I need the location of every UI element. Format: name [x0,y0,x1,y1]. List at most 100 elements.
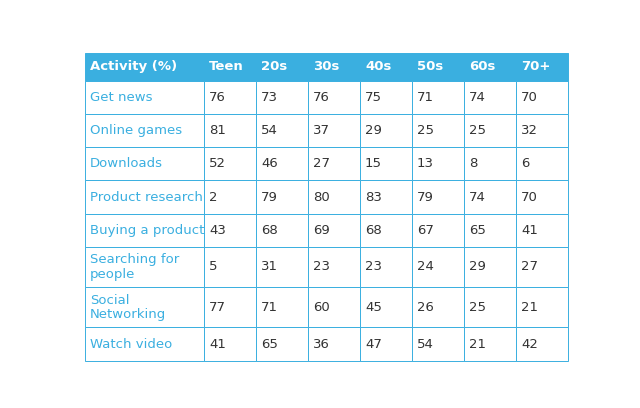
Bar [412,81,464,114]
Bar [360,147,412,180]
Bar [85,180,204,213]
Text: 21: 21 [521,301,538,314]
Text: 32: 32 [521,124,538,137]
Bar [464,180,516,213]
Bar [204,247,256,287]
Text: 5: 5 [209,260,218,273]
Bar [256,328,308,361]
Text: 73: 73 [261,91,278,104]
Bar [412,53,464,81]
Bar [308,247,360,287]
Text: 83: 83 [365,191,382,204]
Bar [516,147,568,180]
Text: 77: 77 [209,301,226,314]
Text: 15: 15 [365,157,382,171]
Text: 54: 54 [417,337,434,350]
Bar [308,213,360,247]
Text: 76: 76 [313,91,330,104]
Bar [308,328,360,361]
Bar [85,247,204,287]
Bar [204,328,256,361]
Bar [360,53,412,81]
Bar [464,287,516,328]
Bar [256,81,308,114]
Text: Downloads: Downloads [90,157,163,171]
Bar [204,114,256,147]
Bar [204,81,256,114]
Text: 67: 67 [417,224,434,237]
Text: Teen: Teen [209,60,244,73]
Bar [516,114,568,147]
Text: 71: 71 [261,301,278,314]
Text: 69: 69 [313,224,330,237]
Text: 37: 37 [313,124,330,137]
Bar [256,287,308,328]
Bar [256,213,308,247]
Bar [85,287,204,328]
Text: Watch video: Watch video [90,337,172,350]
Bar [256,180,308,213]
Bar [85,328,204,361]
Text: Online games: Online games [90,124,182,137]
Bar [308,147,360,180]
Bar [256,114,308,147]
Text: 31: 31 [261,260,278,273]
Bar [516,213,568,247]
Text: 76: 76 [209,91,226,104]
Bar [360,81,412,114]
Text: 52: 52 [209,157,226,171]
Text: 41: 41 [209,337,226,350]
Text: 47: 47 [365,337,382,350]
Text: 20s: 20s [261,60,287,73]
Bar [204,213,256,247]
Bar [204,180,256,213]
Text: 81: 81 [209,124,226,137]
Bar [464,81,516,114]
Bar [464,213,516,247]
Bar [360,247,412,287]
Text: 27: 27 [521,260,538,273]
Bar [516,81,568,114]
Text: 23: 23 [365,260,382,273]
Text: Buying a product: Buying a product [90,224,204,237]
Bar [412,147,464,180]
Bar [464,147,516,180]
Bar [85,53,204,81]
Bar [308,180,360,213]
Bar [308,287,360,328]
Bar [360,213,412,247]
Bar [204,53,256,81]
Text: 27: 27 [313,157,330,171]
Bar [256,53,308,81]
Bar [516,247,568,287]
Text: 70+: 70+ [521,60,550,73]
Text: 26: 26 [417,301,434,314]
Bar [256,247,308,287]
Text: Searching for
people: Searching for people [90,253,179,281]
Bar [412,247,464,287]
Text: 60: 60 [313,301,330,314]
Text: 79: 79 [261,191,278,204]
Bar [308,81,360,114]
Text: Product research: Product research [90,191,203,204]
Text: 21: 21 [469,337,486,350]
Text: 70: 70 [521,191,538,204]
Text: 79: 79 [417,191,434,204]
Bar [464,247,516,287]
Text: 8: 8 [469,157,477,171]
Text: 71: 71 [417,91,434,104]
Text: Get news: Get news [90,91,152,104]
Bar [308,114,360,147]
Text: 24: 24 [417,260,434,273]
Text: 23: 23 [313,260,330,273]
Text: 40s: 40s [365,60,392,73]
Text: 29: 29 [469,260,486,273]
Bar [516,53,568,81]
Bar [516,180,568,213]
Text: 80: 80 [313,191,330,204]
Text: 2: 2 [209,191,218,204]
Text: 43: 43 [209,224,226,237]
Text: 75: 75 [365,91,382,104]
Text: 60s: 60s [469,60,495,73]
Bar [360,287,412,328]
